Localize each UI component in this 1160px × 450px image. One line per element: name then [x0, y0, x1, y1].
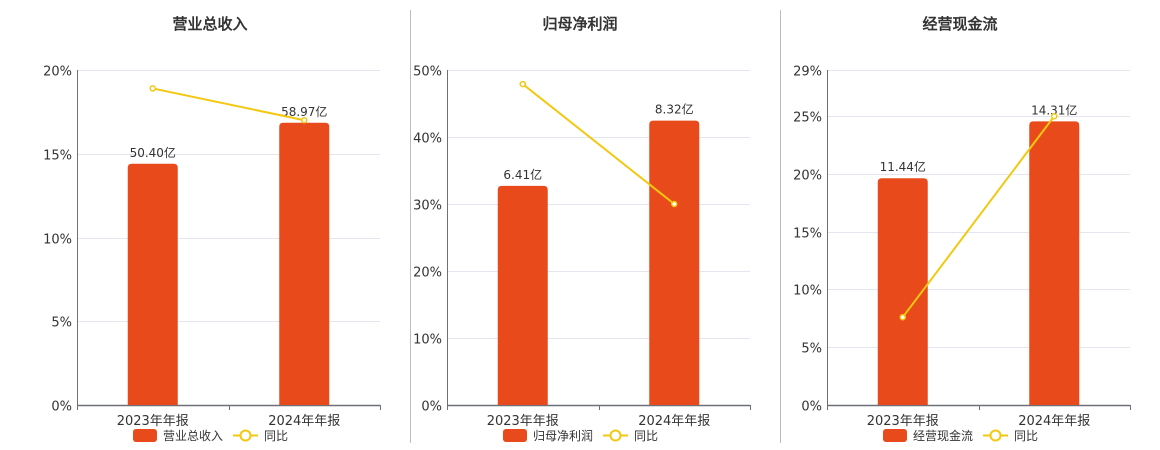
yoy-point [149, 85, 156, 92]
yoy-point [671, 200, 678, 208]
x-tick-label: 2024年年报 [268, 414, 340, 429]
y-tick-label: 0% [51, 400, 72, 415]
legend-line-label: 同比 [634, 429, 658, 443]
y-tick-label: 30% [413, 199, 442, 214]
y-tick-label: 5% [51, 316, 72, 331]
chart-title: 经营现金流 [922, 15, 997, 33]
y-tick-label: 10% [793, 284, 822, 299]
yoy-point [1051, 112, 1058, 120]
bar [127, 163, 178, 405]
bar-value-label: 50.40亿 [130, 145, 176, 160]
y-tick-label: 20% [413, 266, 442, 281]
legend-bar-swatch [883, 429, 907, 442]
yoy-point [899, 313, 906, 321]
x-tick-label: 2024年年报 [1018, 414, 1090, 429]
x-tick-label: 2024年年报 [638, 414, 710, 429]
y-tick-label: 10% [413, 333, 442, 348]
legend-bar-label: 经营现金流 [913, 428, 973, 443]
y-tick-label: 50% [413, 65, 442, 80]
legend-bar-label: 归母净利润 [533, 429, 593, 443]
bar [877, 178, 928, 405]
y-tick-label: 5% [801, 342, 822, 357]
y-tick-label: 0% [801, 400, 822, 415]
y-tick-label: 20% [43, 65, 72, 80]
legend-line-label: 同比 [1014, 429, 1038, 443]
chart-title: 归母净利润 [542, 15, 617, 33]
y-tick-label: 25% [793, 111, 822, 126]
bar-value-label: 8.32亿 [655, 102, 694, 117]
bar [649, 120, 700, 406]
y-tick-label: 10% [43, 233, 72, 248]
bar [1029, 121, 1080, 405]
legend-line-marker [239, 429, 252, 442]
legend-line-marker [609, 429, 622, 442]
bar-value-label: 14.31亿 [1031, 102, 1077, 117]
bar [497, 185, 548, 405]
yoy-line [901, 115, 1056, 318]
y-tick-label: 15% [793, 227, 822, 242]
yoy-line [522, 83, 675, 205]
legend-bar-label: 营业总收入 [163, 429, 223, 443]
yoy-point [519, 80, 526, 88]
x-tick-label: 2023年年报 [117, 414, 189, 429]
yoy-point [301, 117, 308, 124]
legend-bar-swatch [133, 429, 157, 442]
legend-line-label: 同比 [264, 429, 288, 443]
y-tick-label: 40% [413, 132, 442, 147]
bar [279, 122, 330, 405]
y-tick-label: 0% [421, 400, 442, 415]
legend-line-marker [989, 429, 1002, 442]
y-tick-label: 15% [43, 149, 72, 164]
bar-value-label: 58.97亿 [281, 104, 327, 119]
x-tick-label: 2023年年报 [487, 414, 559, 429]
legend-bar-swatch [503, 429, 527, 442]
yoy-line [152, 87, 305, 122]
y-tick-label: 20% [793, 169, 822, 184]
chart-title: 营业总收入 [172, 15, 247, 33]
bar-value-label: 11.44亿 [880, 159, 926, 174]
x-tick-label: 2023年年报 [867, 414, 939, 429]
y-tick-label: 29% [793, 65, 822, 80]
bar-value-label: 6.41亿 [503, 167, 542, 182]
